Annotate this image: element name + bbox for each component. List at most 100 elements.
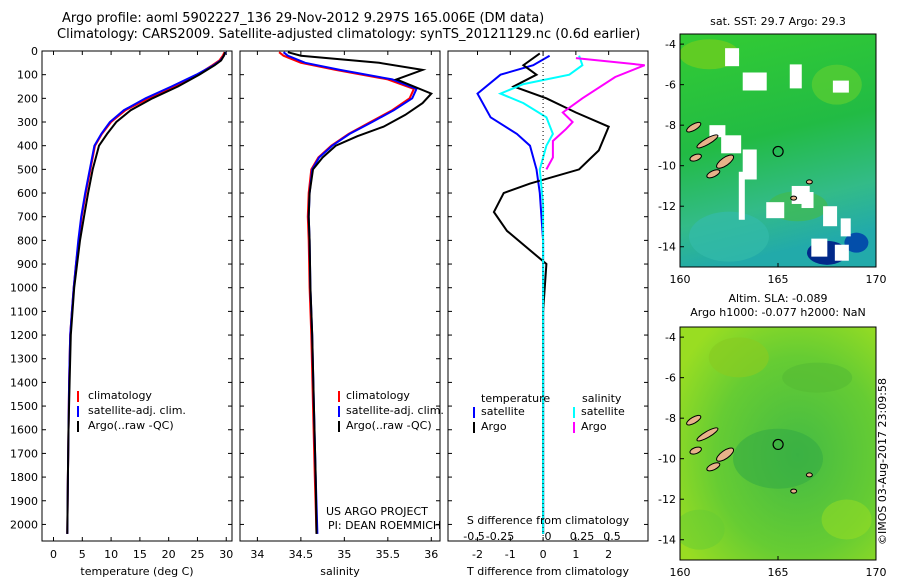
sst_map-ytick-label: -10 [658, 160, 676, 173]
differences-line-s-satellite [497, 55, 584, 534]
diff-legend-label-s: satellite [581, 405, 625, 418]
sst_map-ytick-label: -4 [665, 38, 676, 51]
land-island [706, 462, 721, 472]
sst_map-xtick-label: 165 [768, 273, 789, 286]
sla_map-ytick-label: -14 [658, 534, 676, 547]
land-island [790, 195, 798, 201]
salinity-legend-label: climatology [346, 389, 410, 402]
salinity-xtick-label: 34.5 [289, 548, 314, 561]
temperature-xtick-label: 10 [104, 548, 118, 561]
depth-tick-label: 600 [17, 187, 38, 200]
land-island [696, 134, 719, 149]
sla_map-ytick-label: -10 [658, 453, 676, 466]
sla-map-title-1: Altim. SLA: -0.089 [728, 292, 827, 305]
sst_map-field-patch [680, 39, 740, 70]
salinity-line-satellite-adj-clim- [282, 51, 418, 534]
temperature-legend-label: Argo(..raw -QC) [88, 419, 174, 432]
land-island [805, 179, 813, 185]
salinity-legend-label: Argo(..raw -QC) [346, 419, 432, 432]
temperature-xtick-label: 25 [190, 548, 204, 561]
salinity-xtick-label: 34 [250, 548, 264, 561]
differences-line-s-argo [545, 57, 646, 170]
temperature-legend-label: climatology [88, 389, 152, 402]
salinity-difference-tick: 0.5 [603, 530, 621, 543]
temperature-line-argo-raw-qc- [66, 51, 227, 534]
salinity-xtick-label: 35.5 [376, 548, 401, 561]
depth-tick-label: 0 [31, 45, 38, 58]
depth-tick-label: 500 [17, 163, 38, 176]
sst_map-field-patch [689, 211, 769, 262]
temperature-line-climatology [66, 51, 226, 534]
sla_map-xtick-label: 170 [866, 566, 887, 579]
temperature-xtick-label: 0 [50, 548, 57, 561]
land-island [706, 169, 721, 179]
salinity-xtick-label: 36 [424, 548, 438, 561]
depth-tick-label: 1000 [10, 282, 38, 295]
salinity-legend-label: satellite-adj. clim. [346, 404, 444, 417]
differences-xlabel: T difference from climatology [466, 565, 629, 578]
sst_map-no-data-patch [789, 64, 802, 89]
sla_map-ytick-label: -4 [665, 331, 676, 344]
differences-plot-frame [447, 50, 649, 542]
salinity-xtick-label: 35 [337, 548, 351, 561]
land-island [716, 447, 735, 462]
sla_map-field-patch [680, 509, 725, 550]
diff-legend-label-t: satellite [481, 405, 525, 418]
sst_map-no-data-patch [709, 125, 726, 138]
sst_map-xtick-label: 170 [866, 273, 887, 286]
land-island [686, 414, 702, 426]
sla-map-title-2: Argo h1000: -0.077 h2000: NaN [690, 306, 866, 319]
sst_map-no-data-patch [742, 72, 767, 91]
sst_map-no-data-patch [823, 206, 838, 227]
sst_map-no-data-patch [766, 202, 785, 219]
sst_map-xtick-label: 160 [670, 273, 691, 286]
land-island [689, 446, 702, 455]
sst_map-ytick-label: -14 [658, 241, 676, 254]
sst_map-no-data-patch [801, 192, 814, 209]
sla_map-xtick-label: 160 [670, 566, 691, 579]
diff-legend-label-t: Argo [481, 420, 507, 433]
figure-title-line-1: Argo profile: aoml 5902227_136 29-Nov-20… [62, 11, 545, 26]
salinity-difference-tick: -0.5 [463, 530, 484, 543]
sst_map-no-data-patch [832, 80, 849, 93]
depth-tick-label: 1200 [10, 329, 38, 342]
diff-legend-label-s: Argo [581, 420, 607, 433]
salinity-line-climatology [278, 51, 416, 534]
sst_map-field [680, 34, 876, 267]
temperature-xtick-label: 20 [162, 548, 176, 561]
salinity-xlabel: salinity [320, 565, 360, 578]
sst_map-argo-position-marker [772, 145, 784, 158]
depth-tick-label: 2000 [10, 518, 38, 531]
differences-line-t-argo [492, 52, 611, 534]
sst_map-ytick-label: -6 [665, 79, 676, 92]
sst_map-no-data-patch [725, 48, 740, 67]
temperature-xtick-label: 5 [79, 548, 86, 561]
sla_map-xtick-label: 165 [768, 566, 789, 579]
land-island [696, 427, 719, 442]
land-island [790, 488, 798, 494]
sla_map-ytick-label: -12 [658, 493, 676, 506]
depth-tick-label: 1100 [10, 305, 38, 318]
salinity-series-group [278, 51, 434, 534]
sst_map-no-data-patch [738, 171, 745, 220]
sst_map-field-patch [844, 232, 869, 253]
diff-legend-title-salinity: salinity [582, 392, 622, 405]
depth-tick-label: 1700 [10, 447, 38, 460]
sst_map-no-data-patch [811, 238, 828, 257]
figure-title-line-2: Climatology: CARS2009. Satellite-adjuste… [57, 27, 641, 42]
depth-tick-label: 1300 [10, 353, 38, 366]
sst_map-no-data-patch [721, 135, 742, 154]
sst_map-no-data-patch [742, 149, 757, 180]
depth-tick-label: 1800 [10, 471, 38, 484]
depth-tick-label: 800 [17, 234, 38, 247]
differences-xtick-label: 2 [605, 548, 612, 561]
diff-legend-title-temperature: temperature [481, 392, 550, 405]
salinity-difference-tick: 0.25 [570, 530, 595, 543]
depth-tick-label: 1400 [10, 376, 38, 389]
land-island [805, 472, 813, 478]
sla_map-field-patch [782, 362, 853, 393]
land-island [716, 154, 735, 169]
temperature-line-satellite-adj-clim- [66, 51, 227, 534]
depth-tick-label: 100 [17, 69, 38, 82]
